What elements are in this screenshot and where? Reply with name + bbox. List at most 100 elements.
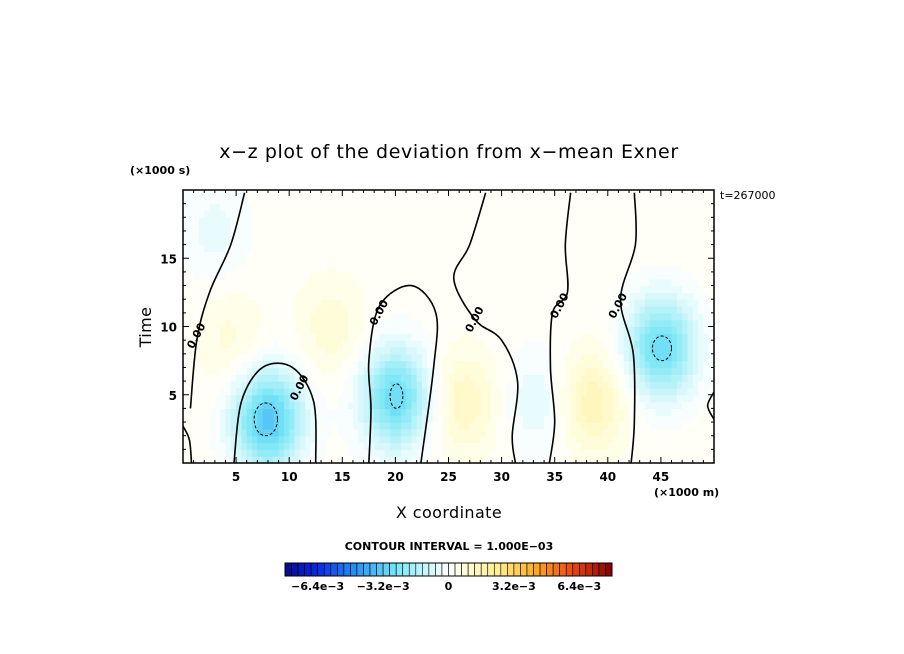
heatmap-cell: [517, 196, 524, 205]
heatmap-cell: [660, 278, 667, 287]
heatmap-cell: [427, 360, 434, 369]
heatmap-cell: [443, 360, 450, 369]
heatmap-cell: [214, 381, 221, 389]
heatmap-cell: [676, 401, 683, 409]
heatmap-cell: [204, 190, 211, 198]
heatmap-cell: [506, 326, 513, 334]
heatmap-cell: [310, 285, 317, 293]
heatmap-cell: [252, 224, 258, 232]
heatmap-cell: [241, 367, 248, 375]
heatmap-cell: [575, 449, 582, 457]
heatmap-cell: [634, 435, 641, 444]
heatmap-cell: [299, 340, 306, 348]
heatmap-cell: [241, 435, 248, 444]
heatmap-cell: [607, 299, 614, 307]
heatmap-cell: [421, 299, 428, 307]
heatmap-cell: [289, 442, 296, 450]
heatmap-cell: [252, 442, 258, 450]
heatmap-cell: [198, 428, 205, 437]
heatmap-cell: [331, 394, 338, 403]
heatmap-cell: [352, 196, 359, 205]
heatmap-cell: [549, 196, 556, 205]
heatmap-cell: [586, 319, 593, 328]
heatmap-cell: [459, 190, 466, 198]
heatmap-cell: [591, 333, 598, 341]
heatmap-cell: [273, 428, 280, 437]
colorbar-bin: [291, 562, 299, 577]
heatmap-cell: [506, 415, 513, 423]
heatmap-cell: [220, 367, 227, 375]
heatmap-cell: [464, 449, 471, 457]
heatmap-cell: [549, 251, 556, 259]
heatmap-cell: [209, 285, 216, 293]
heatmap-cell: [607, 394, 614, 403]
heatmap-cell: [687, 306, 694, 314]
heatmap-cell: [703, 374, 710, 382]
heatmap-cell: [671, 190, 678, 198]
heatmap-cell: [246, 449, 253, 457]
heatmap-cell: [575, 285, 582, 293]
heatmap-cell: [358, 292, 365, 300]
heatmap-cell: [671, 203, 678, 212]
heatmap-cell: [586, 387, 593, 396]
heatmap-cell: [639, 306, 646, 314]
heatmap-cell: [384, 312, 391, 321]
heatmap-cell: [406, 224, 412, 232]
heatmap-cell: [650, 299, 657, 307]
heatmap-cell: [289, 196, 296, 205]
heatmap-cell: [273, 360, 280, 369]
heatmap-cell: [294, 428, 301, 437]
heatmap-cell: [591, 306, 598, 314]
heatmap-cell: [310, 217, 317, 225]
heatmap-cell: [634, 285, 641, 293]
heatmap-cell: [241, 449, 248, 457]
heatmap-cell: [267, 299, 274, 307]
heatmap-cell: [379, 360, 386, 369]
heatmap-cell: [501, 265, 508, 273]
heatmap-cell: [352, 360, 359, 369]
heatmap-cell: [321, 224, 327, 232]
heatmap-cell: [331, 360, 338, 369]
heatmap-cell: [374, 230, 381, 239]
heatmap-cell: [305, 374, 312, 382]
heatmap-cell: [469, 258, 476, 266]
heatmap-cell: [257, 306, 264, 314]
heatmap-cell: [427, 401, 434, 409]
heatmap-cell: [220, 456, 227, 463]
heatmap-cell: [613, 237, 620, 246]
heatmap-cell: [538, 326, 545, 334]
heatmap-cell: [198, 381, 205, 389]
heatmap-cell: [198, 258, 205, 266]
heatmap-cell: [448, 210, 455, 218]
heatmap-cell: [475, 333, 481, 341]
heatmap-cell: [698, 449, 704, 457]
heatmap-cell: [485, 442, 492, 450]
heatmap-cell: [321, 265, 327, 273]
heatmap-cell: [602, 374, 609, 382]
heatmap-cell: [437, 374, 444, 382]
heatmap-cell: [400, 230, 407, 239]
heatmap-cell: [639, 285, 646, 293]
negative-contour-line: [389, 383, 404, 409]
heatmap-cell: [209, 340, 216, 348]
heatmap-cell: [188, 271, 195, 280]
heatmap-cell: [475, 271, 481, 280]
heatmap-cell: [501, 190, 508, 198]
heatmap-cell: [416, 326, 423, 334]
heatmap-cell: [591, 278, 598, 287]
heatmap-cell: [384, 285, 391, 293]
heatmap-cell: [459, 333, 466, 341]
heatmap-cell: [310, 374, 317, 382]
heatmap-cell: [575, 292, 582, 300]
heatmap-cell: [475, 428, 481, 437]
heatmap-cell: [273, 394, 280, 403]
heatmap-cell: [315, 265, 322, 273]
heatmap-cell: [204, 312, 211, 321]
heatmap-cell: [299, 353, 306, 362]
heatmap-cell: [549, 346, 556, 355]
heatmap-cell: [289, 435, 296, 444]
heatmap-cell: [660, 442, 667, 450]
heatmap-cell: [544, 258, 550, 266]
heatmap-cell: [671, 258, 678, 266]
heatmap-cell: [676, 422, 683, 430]
